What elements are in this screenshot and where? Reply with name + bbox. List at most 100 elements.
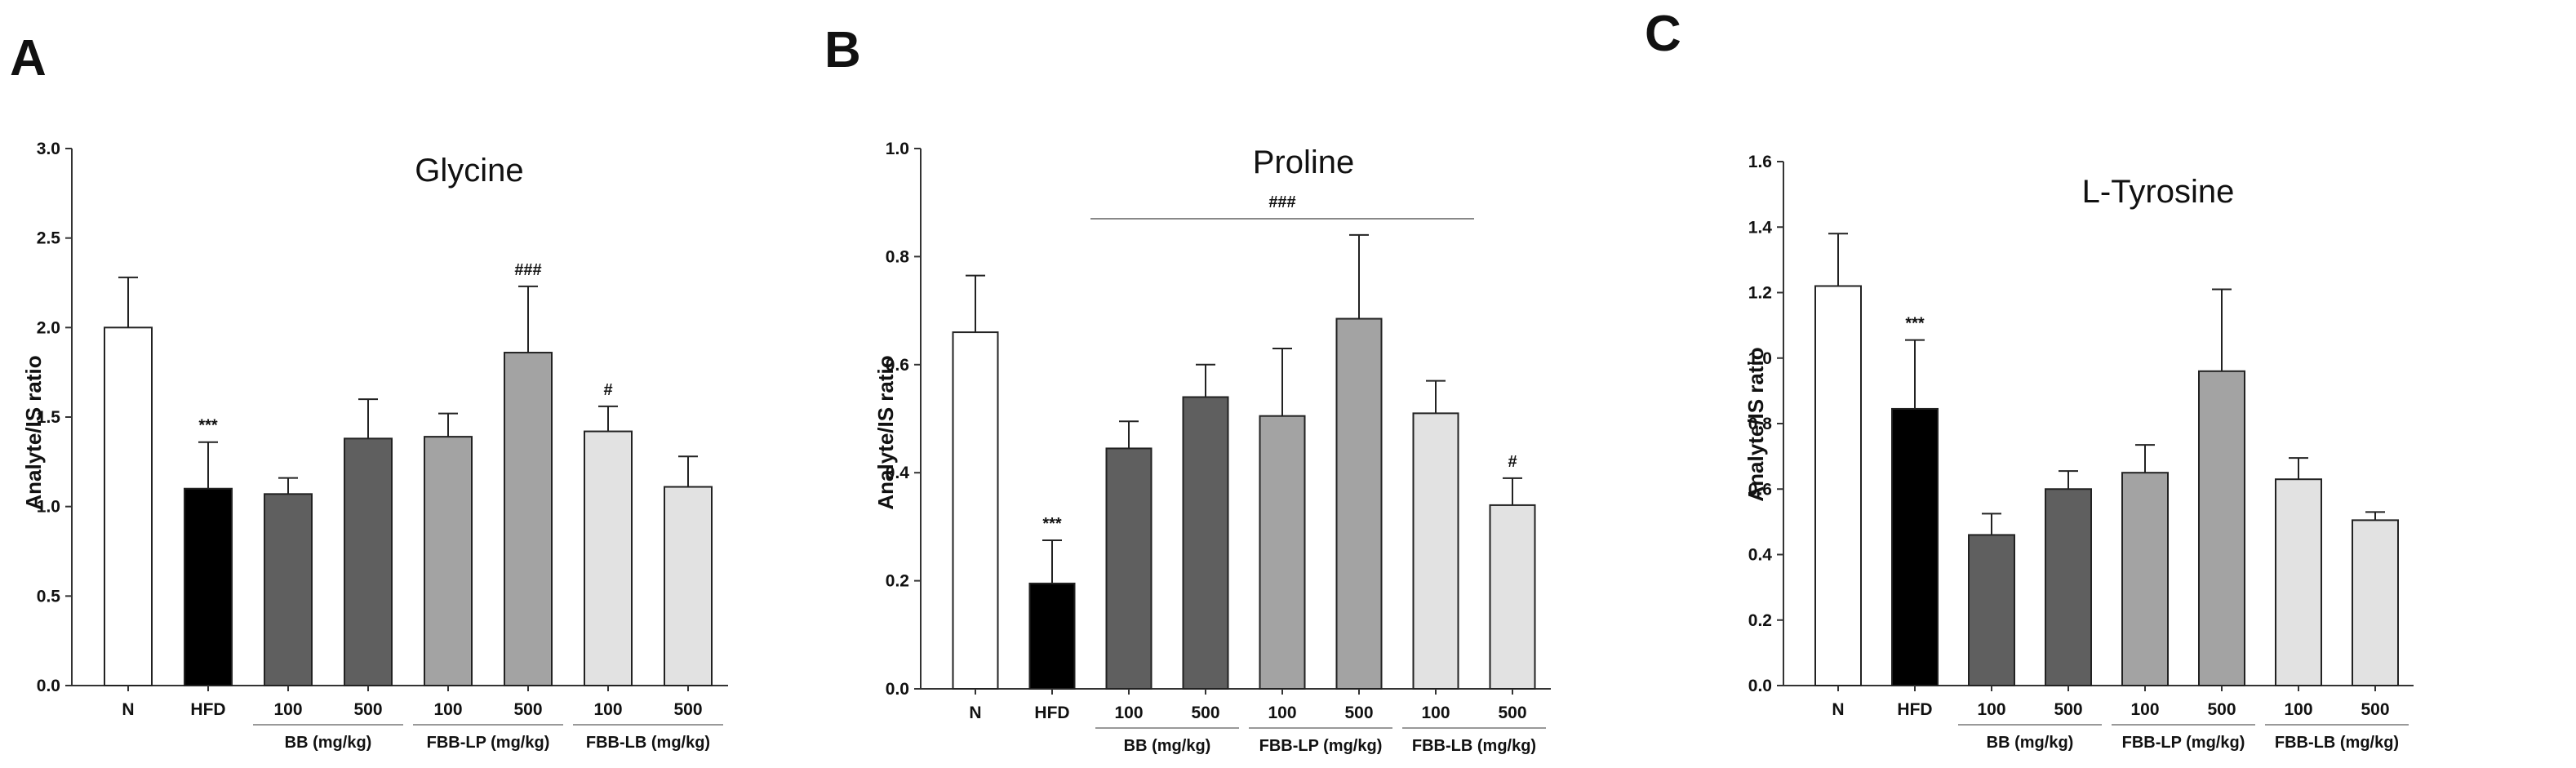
x-tick-label: 100 bbox=[1421, 704, 1450, 722]
x-tick-label: 500 bbox=[673, 700, 702, 719]
y-tick-label: 1.0 bbox=[1748, 349, 1772, 368]
bar bbox=[1259, 415, 1306, 690]
significance-marker: *** bbox=[1042, 515, 1062, 533]
bar bbox=[344, 437, 393, 686]
bar bbox=[1891, 407, 1939, 686]
y-tick-label: 1.0 bbox=[886, 140, 909, 158]
x-tick-label: 100 bbox=[1268, 704, 1296, 722]
bar bbox=[264, 493, 313, 687]
group-label: BB (mg/kg) bbox=[1987, 734, 2074, 752]
bar bbox=[504, 352, 553, 686]
bar bbox=[2198, 370, 2245, 686]
y-tick-label: 0.8 bbox=[886, 247, 910, 266]
bar bbox=[424, 436, 473, 686]
y-tick-label: 2.0 bbox=[37, 318, 60, 337]
x-tick-label: 500 bbox=[2207, 700, 2236, 719]
significance-marker: ### bbox=[514, 261, 541, 279]
y-tick-label: 0.5 bbox=[37, 587, 61, 606]
y-tick-label: 2.5 bbox=[37, 229, 61, 248]
chart-panel-c: C L-Tyrosine Analyte/IS ratio 0.0 0.2 0.4 0.6 0… bbox=[1645, 6, 2414, 752]
y-tick-label: 0.0 bbox=[1748, 677, 1772, 695]
bar bbox=[1028, 582, 1076, 690]
significance-marker: # bbox=[1508, 453, 1517, 471]
x-tick-label: 500 bbox=[1344, 704, 1373, 722]
significance-marker: *** bbox=[198, 417, 218, 435]
group-label: FBB-LP (mg/kg) bbox=[1259, 737, 1383, 755]
x-tick-label: 500 bbox=[1191, 704, 1219, 722]
x-tick-label: HFD bbox=[1034, 704, 1069, 722]
group-label: FBB-LP (mg/kg) bbox=[427, 734, 550, 752]
y-tick-label: 1.2 bbox=[1748, 284, 1772, 303]
chart-title: Glycine bbox=[415, 153, 523, 189]
x-tick-label: 100 bbox=[2130, 700, 2159, 719]
group-label: FBB-LB (mg/kg) bbox=[1412, 737, 1536, 755]
y-axis-label: Analyte/IS ratio bbox=[1743, 347, 1768, 501]
group-label: FBB-LB (mg/kg) bbox=[2275, 734, 2399, 752]
bar bbox=[184, 487, 233, 686]
x-tick-label: 500 bbox=[353, 700, 382, 719]
x-tick-label: N bbox=[969, 704, 981, 722]
x-tick-label: 100 bbox=[1114, 704, 1143, 722]
y-tick-label: 0.6 bbox=[1748, 480, 1772, 499]
x-tick-label: 100 bbox=[273, 700, 302, 719]
bar bbox=[2275, 478, 2322, 687]
y-axis-label: Analyte/IS ratio bbox=[21, 355, 46, 509]
bar bbox=[1182, 396, 1229, 690]
bar bbox=[2352, 519, 2399, 687]
y-tick-label: 1.0 bbox=[37, 498, 60, 517]
y-tick-label: 0.8 bbox=[1748, 415, 1773, 433]
x-tick-label: 500 bbox=[2361, 700, 2389, 719]
x-tick-label: 500 bbox=[2054, 700, 2082, 719]
x-tick-label: HFD bbox=[1897, 700, 1932, 719]
y-tick-label: 0.6 bbox=[886, 356, 909, 375]
y-axis-label: Analyte/IS ratio bbox=[873, 355, 898, 509]
panel-label: A bbox=[10, 30, 47, 87]
x-tick-label: N bbox=[1832, 700, 1844, 719]
x-tick-label: 500 bbox=[513, 700, 542, 719]
y-tick-label: 0.2 bbox=[1748, 611, 1772, 630]
bar bbox=[1105, 447, 1153, 690]
group-label: FBB-LB (mg/kg) bbox=[586, 734, 710, 752]
bracket-marker: ### bbox=[1268, 193, 1295, 211]
chart-title: Proline bbox=[1253, 144, 1355, 180]
bar bbox=[1814, 285, 1862, 686]
group-label: BB (mg/kg) bbox=[1124, 737, 1211, 755]
x-tick-label: 100 bbox=[1977, 700, 2005, 719]
y-tick-label: 1.4 bbox=[1748, 218, 1773, 237]
chart-panel-b: B Proline Analyte/IS ratio 0.0 0.2 0.4 0.6 0.8 1… bbox=[824, 22, 1551, 755]
bar bbox=[1335, 317, 1383, 690]
y-tick-label: 0.4 bbox=[1748, 546, 1773, 565]
x-tick-label: N bbox=[122, 700, 134, 719]
bar bbox=[664, 486, 713, 686]
x-tick-label: 500 bbox=[1498, 704, 1526, 722]
y-tick-label: 3.0 bbox=[37, 140, 60, 158]
y-tick-label: 1.5 bbox=[37, 408, 61, 427]
chart-title: L-Tyrosine bbox=[2082, 174, 2235, 210]
bar bbox=[104, 326, 153, 686]
y-tick-label: 1.6 bbox=[1748, 153, 1772, 171]
chart-panel-a: A Glycine Analyte/IS ratio 0.0 0.5 1.0 1.5 2.0 2… bbox=[10, 30, 728, 752]
y-tick-label: 0.0 bbox=[886, 680, 909, 699]
group-label: FBB-LP (mg/kg) bbox=[2122, 734, 2245, 752]
bar bbox=[1489, 504, 1536, 690]
x-tick-label: 100 bbox=[2284, 700, 2312, 719]
y-tick-label: 0.0 bbox=[37, 677, 60, 695]
bar bbox=[584, 430, 633, 687]
bar bbox=[2045, 488, 2092, 686]
significance-marker: # bbox=[603, 381, 612, 399]
bar bbox=[2121, 472, 2169, 686]
x-tick-label: 100 bbox=[433, 700, 462, 719]
bar bbox=[1968, 534, 2015, 686]
panel-label: C bbox=[1645, 6, 1681, 62]
bar bbox=[1412, 412, 1459, 690]
x-tick-label: HFD bbox=[190, 700, 225, 719]
panel-label: B bbox=[824, 22, 861, 78]
x-tick-label: 100 bbox=[593, 700, 622, 719]
group-label: BB (mg/kg) bbox=[285, 734, 372, 752]
significance-marker: *** bbox=[1905, 315, 1925, 333]
y-tick-label: 0.2 bbox=[886, 572, 909, 591]
y-tick-label: 0.4 bbox=[886, 464, 910, 482]
bar bbox=[952, 331, 999, 690]
